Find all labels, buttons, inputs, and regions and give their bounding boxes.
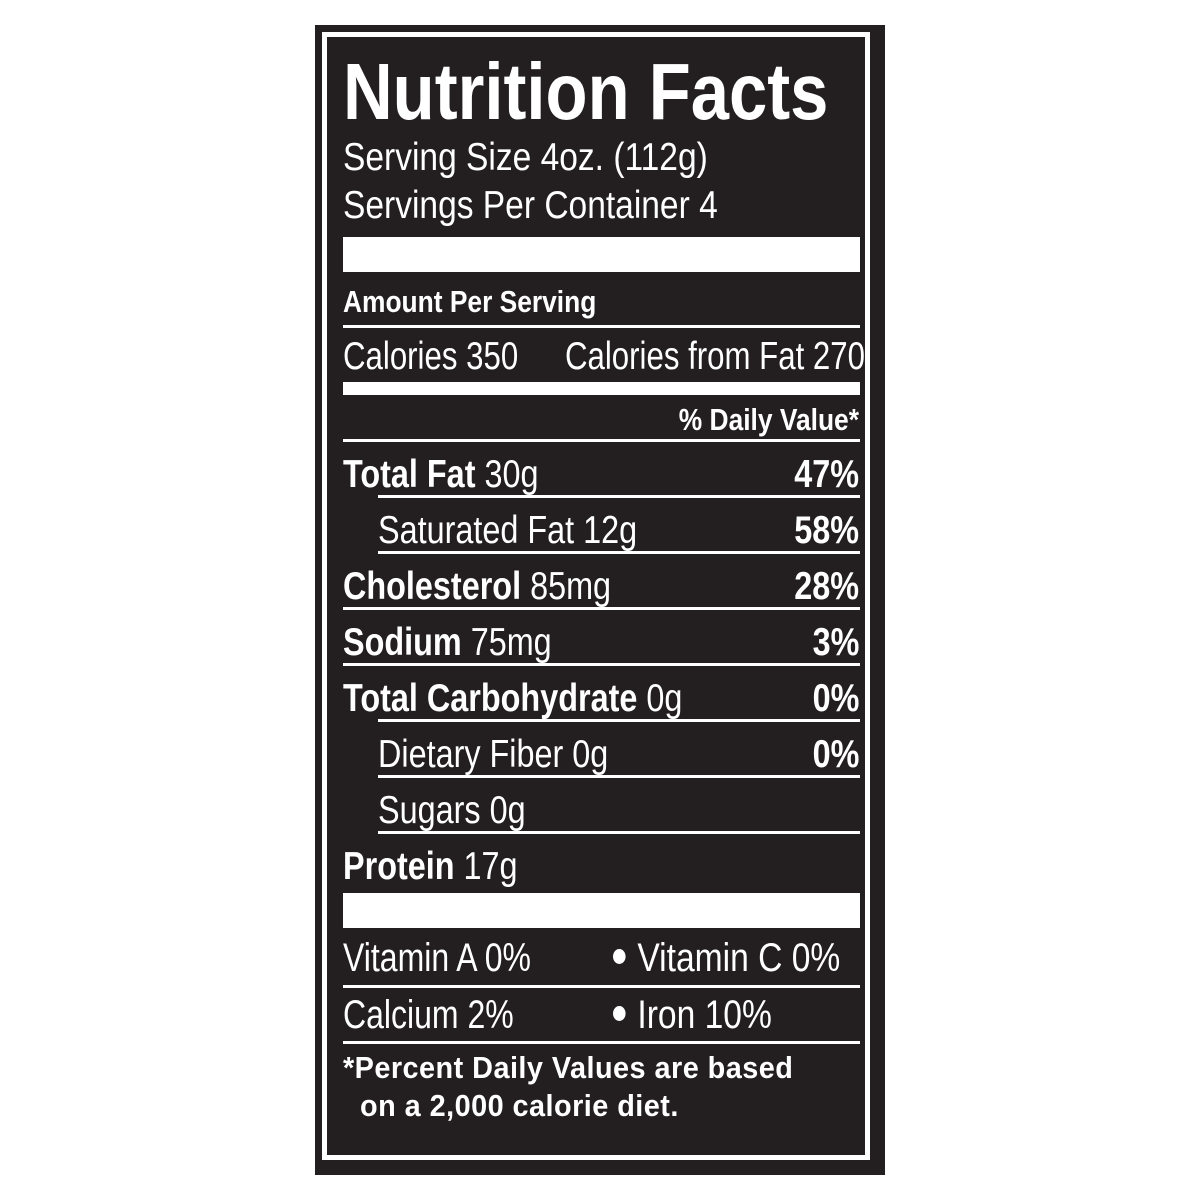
- nutrient-label: Total Fat: [343, 453, 476, 496]
- daily-value-header: % Daily Value*: [678, 402, 859, 437]
- bullet-icon: [613, 948, 626, 964]
- label-title: Nutrition Facts: [343, 47, 829, 136]
- thick-divider: [343, 893, 860, 928]
- nutrient-row: Sugars 0g: [378, 791, 526, 830]
- nutrient-amount: 0g: [572, 733, 609, 776]
- nutrient-amount: 0g: [489, 789, 526, 832]
- nutrient-amount: 85mg: [530, 565, 612, 608]
- nutrient-label: Sugars: [378, 789, 481, 832]
- label-background: [315, 25, 885, 1175]
- iron: Iron 10%: [637, 993, 772, 1037]
- iron-item: Iron 10%: [613, 995, 772, 1035]
- divider: [343, 1041, 860, 1044]
- footnote-line-1: *Percent Daily Values are based: [343, 1050, 794, 1085]
- vitamin-c: Vitamin C 0%: [637, 936, 841, 980]
- nutrient-daily-value: 47%: [794, 453, 859, 496]
- vitamin-c-item: Vitamin C 0%: [613, 938, 840, 978]
- divider: [378, 719, 860, 722]
- thick-divider: [343, 237, 860, 272]
- nutrient-label: Dietary Fiber: [378, 733, 564, 776]
- nutrient-row: Saturated Fat 12g: [378, 511, 637, 550]
- nutrient-row: Sodium 75mg: [343, 623, 552, 662]
- vitamin-a: Vitamin A 0%: [343, 936, 531, 980]
- calories: Calories 350: [343, 335, 519, 378]
- label-border: [322, 32, 870, 1160]
- divider: [378, 495, 860, 498]
- nutrient-label: Saturated Fat: [378, 509, 575, 552]
- calories-from-fat: Calories from Fat 270: [565, 335, 865, 378]
- divider: [378, 831, 860, 834]
- nutrient-label: Sodium: [343, 621, 462, 664]
- servings-per-container: Servings Per Container 4: [343, 184, 718, 227]
- nutrient-row: Dietary Fiber 0g: [378, 735, 608, 774]
- nutrient-daily-value: 28%: [794, 565, 859, 608]
- amount-per-serving: Amount Per Serving: [343, 284, 597, 319]
- medium-divider: [343, 382, 860, 395]
- serving-size: Serving Size 4oz. (112g): [343, 136, 708, 179]
- nutrient-amount: 30g: [484, 453, 539, 496]
- divider: [343, 607, 860, 610]
- nutrient-label: Protein: [343, 845, 455, 888]
- divider: [343, 325, 860, 328]
- nutrient-label: Total Carbohydrate: [343, 677, 638, 720]
- nutrient-amount: 0g: [646, 677, 683, 720]
- divider: [378, 551, 860, 554]
- nutrient-daily-value: 3%: [812, 621, 859, 664]
- bullet-icon: [613, 1005, 626, 1021]
- nutrient-amount: 12g: [583, 509, 638, 552]
- nutrient-daily-value: 58%: [794, 509, 859, 552]
- nutrient-row: Total Fat 30g: [343, 455, 538, 494]
- nutrient-row: Protein 17g: [343, 847, 518, 886]
- nutrient-amount: 75mg: [470, 621, 552, 664]
- nutrient-daily-value: 0%: [812, 677, 859, 720]
- divider: [343, 663, 860, 666]
- nutrient-daily-value: 0%: [812, 733, 859, 776]
- divider: [343, 985, 860, 988]
- nutrient-row: Cholesterol 85mg: [343, 567, 611, 606]
- divider: [343, 439, 860, 442]
- divider: [378, 775, 860, 778]
- nutrient-label: Cholesterol: [343, 565, 522, 608]
- nutrient-amount: 17g: [463, 845, 518, 888]
- footnote-line-2: on a 2,000 calorie diet.: [360, 1088, 679, 1123]
- nutrient-row: Total Carbohydrate 0g: [343, 679, 682, 718]
- calcium: Calcium 2%: [343, 993, 514, 1037]
